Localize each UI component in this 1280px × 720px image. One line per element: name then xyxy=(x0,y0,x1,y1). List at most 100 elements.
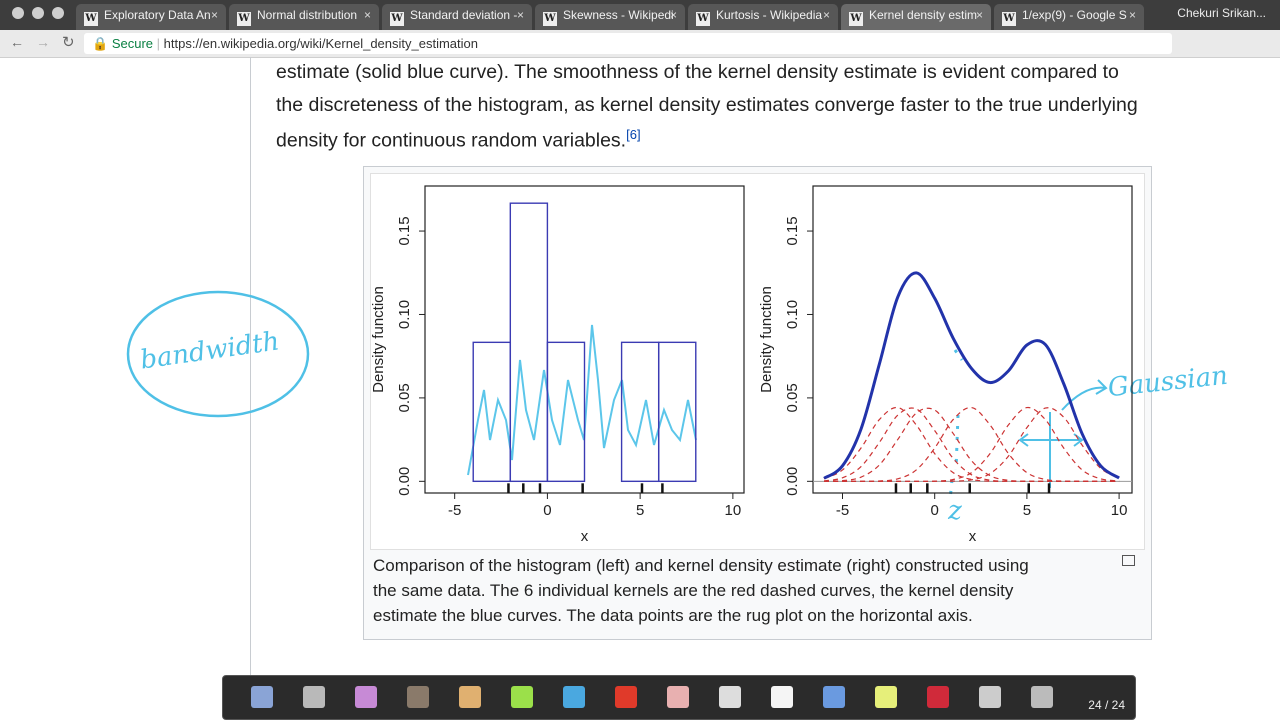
histogram-bar xyxy=(546,341,586,483)
secure-label: Secure xyxy=(111,36,154,51)
tab[interactable]: W Normal distribution × xyxy=(229,4,379,30)
plot-frame xyxy=(424,185,745,494)
annotation-arrow xyxy=(1061,379,1108,411)
window-zoom[interactable] xyxy=(52,7,64,19)
tab-title: Kernel density estim xyxy=(869,8,978,22)
tab-title: Normal distribution xyxy=(257,8,358,22)
favicon: W xyxy=(84,12,98,26)
tool-button[interactable] xyxy=(251,686,273,708)
sidebar-border xyxy=(250,57,251,677)
tool-button[interactable] xyxy=(407,686,429,708)
url: https://en.wikipedia.org/wiki/Kernel_den… xyxy=(163,36,478,51)
tab-close[interactable]: × xyxy=(363,8,371,22)
tab-bar: W Exploratory Data An × W Normal distributio… xyxy=(0,0,1280,30)
enlarge-icon[interactable] xyxy=(1122,555,1135,566)
x-tick-label: 0 xyxy=(931,502,939,519)
plot-frame xyxy=(812,185,1133,494)
tab-title: Exploratory Data An xyxy=(104,8,211,22)
y-tick-label: 0.10 xyxy=(396,300,413,329)
x-tick-label: 5 xyxy=(636,502,644,519)
tab-close[interactable]: × xyxy=(669,8,677,22)
tab-close[interactable]: × xyxy=(975,8,983,22)
kde-curve xyxy=(823,271,1120,480)
tool-button[interactable] xyxy=(303,686,325,708)
tool-button[interactable] xyxy=(511,686,533,708)
caption-line: Comparison of the histogram (left) and k… xyxy=(373,556,1029,575)
reference[interactable]: [6] xyxy=(626,127,641,142)
user-name[interactable]: Chekuri Srikan... xyxy=(1177,6,1266,20)
tab[interactable]: W Skewness - Wikipedi × xyxy=(535,4,685,30)
caption-line: estimate the blue curves. The data point… xyxy=(373,606,973,625)
tab-close[interactable]: × xyxy=(210,8,218,22)
annotation: Gaussian xyxy=(1107,361,1230,403)
favicon: W xyxy=(696,12,710,26)
favicon: W xyxy=(1002,12,1016,26)
toolbar: 24 / 24 xyxy=(222,675,1136,720)
tool-button[interactable] xyxy=(927,686,949,708)
y-tick-label: 0.00 xyxy=(396,467,413,496)
tool-button[interactable] xyxy=(563,686,585,708)
favicon: W xyxy=(237,12,251,26)
lock-icon: 🔒 xyxy=(92,36,109,51)
y-axis-label: Density function xyxy=(370,286,387,393)
favicon: W xyxy=(849,12,863,26)
tool-button[interactable] xyxy=(823,686,845,708)
y-tick-label: 0.00 xyxy=(784,467,801,496)
tab[interactable]: W Exploratory Data An × xyxy=(76,4,226,30)
favicon: W xyxy=(390,12,404,26)
x-tick-label: 0 xyxy=(543,502,551,519)
paragraph-text: density for continuous random variables. xyxy=(276,129,627,152)
tool-button[interactable] xyxy=(459,686,481,708)
tab-title: Kurtosis - Wikipedia xyxy=(716,8,823,22)
annotation-scribble xyxy=(467,324,697,476)
y-tick-label: 0.10 xyxy=(784,300,801,329)
y-tick-label: 0.15 xyxy=(784,216,801,245)
tool-button[interactable] xyxy=(667,686,689,708)
annotation-arrow xyxy=(1018,412,1084,488)
paragraph-line: the discreteness of the histogram, as ke… xyxy=(276,94,1138,116)
tool-button[interactable] xyxy=(1031,686,1053,708)
x-tick-label: 5 xyxy=(1023,502,1031,519)
tab-close[interactable]: × xyxy=(516,8,524,22)
paragraph-line: estimate (solid blue curve). The smoothn… xyxy=(276,61,1119,83)
tab-title: Skewness - Wikipedi xyxy=(563,8,674,22)
y-tick-label: 0.15 xyxy=(396,216,413,245)
x-tick-label: -5 xyxy=(836,502,849,519)
reload-button[interactable]: ↻ xyxy=(62,34,75,51)
y-tick-label: 0.05 xyxy=(784,383,801,412)
tab-close[interactable]: × xyxy=(822,8,830,22)
tab-title: 1/exp(9) - Google S xyxy=(1022,8,1127,22)
tool-button[interactable] xyxy=(355,686,377,708)
tab[interactable]: W Standard deviation - × xyxy=(382,4,532,30)
kernel-curve xyxy=(824,407,1120,482)
caption-line: the same data. The 6 individual kernels … xyxy=(373,581,1014,600)
window-close[interactable] xyxy=(12,7,24,19)
tool-button[interactable] xyxy=(719,686,741,708)
tool-button[interactable] xyxy=(875,686,897,708)
tool-button[interactable] xyxy=(979,686,1001,708)
page-counter: 24 / 24 xyxy=(1088,698,1125,712)
forward-button[interactable]: → xyxy=(36,34,50,50)
tool-button[interactable] xyxy=(615,686,637,708)
annotation: bandwidth xyxy=(138,326,281,375)
back-button[interactable]: ← xyxy=(10,34,24,50)
window-minimize[interactable] xyxy=(32,7,44,19)
url-box[interactable]: 🔒 Secure | https://en.wikipedia.org/wiki… xyxy=(84,33,1172,54)
address-bar: ← → ↻ 🔒 Secure | https://en.wikipedia.or… xyxy=(0,30,1280,58)
tab[interactable]: W Kernel density estim × xyxy=(841,4,991,30)
y-axis-label: Density function xyxy=(758,286,775,393)
y-tick-label: 0.05 xyxy=(396,383,413,412)
tab-close[interactable]: × xyxy=(1128,8,1136,22)
annotation-circle xyxy=(126,290,310,418)
tab[interactable]: W 1/exp(9) - Google S × xyxy=(994,4,1144,30)
x-axis-label: x xyxy=(581,528,589,545)
annotation: z xyxy=(947,496,962,526)
tab[interactable]: W Kurtosis - Wikipedia × xyxy=(688,4,838,30)
histogram-bar xyxy=(620,341,660,483)
tool-button[interactable] xyxy=(771,686,793,708)
x-tick-label: 10 xyxy=(725,502,742,519)
paragraph-line: density for continuous random variables.… xyxy=(276,127,641,153)
separator: | xyxy=(156,36,161,51)
